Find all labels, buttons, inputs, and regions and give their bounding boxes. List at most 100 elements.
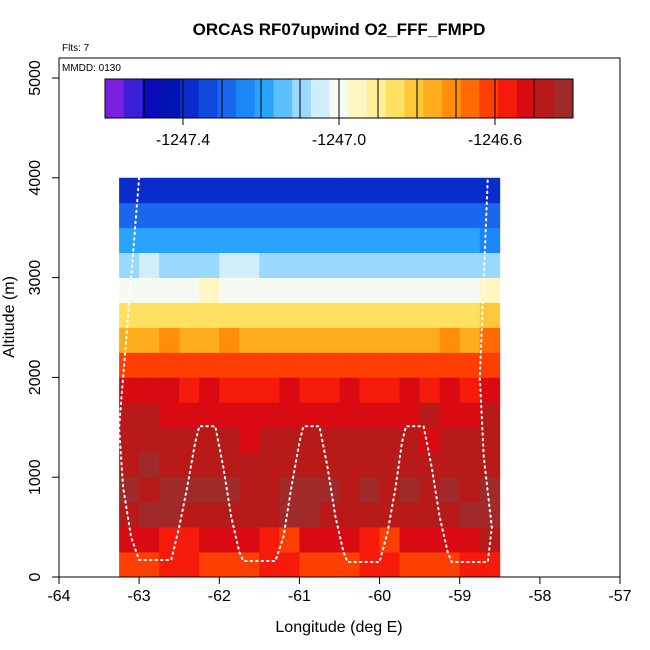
flights-note: Flts: 7	[62, 43, 90, 54]
heatmap-cell	[219, 202, 240, 229]
heatmap-cell	[199, 527, 220, 553]
heatmap-cell	[159, 202, 180, 229]
heatmap-cell	[199, 177, 220, 204]
colorbar-swatch	[179, 79, 199, 118]
heatmap-cell	[119, 352, 140, 378]
heatmap-cell	[219, 302, 240, 328]
heatmap-cell	[359, 302, 380, 328]
heatmap-cell	[439, 527, 461, 553]
heatmap-cell	[219, 477, 240, 503]
heatmap-cell	[259, 202, 280, 229]
heatmap-cell	[159, 552, 180, 578]
heatmap-cell	[359, 402, 380, 428]
heatmap-cell	[119, 252, 140, 278]
heatmap-cell	[439, 177, 461, 204]
heatmap-cell	[319, 277, 340, 303]
heatmap-cell	[119, 552, 140, 578]
heatmap-cell	[379, 302, 401, 328]
heatmap-cell	[219, 552, 240, 578]
colorbar-swatch	[198, 79, 218, 118]
heatmap-cell	[239, 427, 260, 453]
heatmap-cell	[479, 352, 501, 378]
heatmap-cell	[279, 552, 300, 578]
heatmap-cell	[239, 477, 260, 503]
heatmap-cell	[479, 177, 501, 204]
colorbar-swatch	[292, 79, 312, 118]
heatmap-cell	[239, 377, 260, 403]
heatmap-cell	[159, 427, 180, 453]
heatmap-cell	[119, 527, 140, 553]
heatmap-cell	[379, 327, 401, 353]
colorbar-swatch	[367, 79, 387, 118]
heatmap-cell	[179, 527, 200, 553]
heatmap-cell	[139, 427, 160, 453]
heatmap-cell	[479, 327, 501, 353]
heatmap-cell	[479, 402, 501, 428]
heatmap-cell	[119, 277, 140, 303]
colorbar-swatch	[423, 79, 443, 118]
heatmap-cell	[479, 427, 501, 453]
heatmap-cell	[359, 352, 380, 378]
flight-track	[118, 176, 493, 563]
heatmap-cell	[459, 502, 481, 528]
y-tick-label: 3000	[27, 260, 44, 296]
colorbar-tick-label: -1247.4	[156, 132, 210, 149]
heatmap-cell	[179, 477, 200, 503]
heatmap-cell	[239, 227, 260, 254]
heatmap-cell	[279, 252, 300, 278]
heatmap-cell	[339, 377, 360, 403]
x-tick-label: -61	[288, 588, 311, 605]
heatmap-cell	[159, 327, 180, 353]
heatmap-cell	[359, 252, 380, 278]
heatmap-cell	[299, 527, 320, 553]
heatmap-cell	[419, 227, 441, 254]
heatmap-cell	[339, 202, 360, 229]
heatmap-cell	[419, 452, 441, 478]
heatmap-cell	[259, 352, 280, 378]
heatmap-cell	[159, 377, 180, 403]
heatmap-cell	[339, 477, 360, 503]
heatmap-cell	[419, 252, 441, 278]
heatmap-cell	[359, 377, 380, 403]
heatmap-cell	[299, 352, 320, 378]
x-tick-label: -62	[208, 588, 231, 605]
heatmap-cell	[459, 352, 481, 378]
heatmap-cell	[259, 327, 280, 353]
heatmap-cell	[479, 377, 501, 403]
heatmap-cell	[279, 477, 300, 503]
heatmap-cell	[219, 277, 240, 303]
heatmap-cell	[239, 302, 260, 328]
heatmap-cell	[239, 527, 260, 553]
heatmap-cell	[119, 177, 140, 204]
colorbar-swatch	[217, 79, 237, 118]
heatmap-cell	[259, 277, 280, 303]
heatmap-cell	[219, 352, 240, 378]
colorbar-tick-labels: -1247.4 -1247.0 -1246.6	[156, 132, 522, 149]
heatmap-cell	[359, 177, 380, 204]
colorbar-tick-label: -1247.0	[312, 132, 366, 149]
heatmap-cell	[219, 402, 240, 428]
heatmap-cell	[419, 427, 441, 453]
heatmap-cell	[179, 302, 200, 328]
heatmap-cell	[379, 252, 401, 278]
heatmap-cell	[179, 402, 200, 428]
heatmap-cell	[319, 427, 340, 453]
heatmap-cell	[179, 252, 200, 278]
heatmap-cell	[119, 502, 140, 528]
heatmap-cell	[419, 352, 441, 378]
heatmap-cell	[459, 202, 481, 229]
heatmap-cell	[139, 277, 160, 303]
heatmap-cell	[339, 452, 360, 478]
heatmap-cell	[279, 402, 300, 428]
heatmap-cell	[219, 177, 240, 204]
heatmap-cell	[339, 277, 360, 303]
heatmap-cell	[319, 227, 340, 254]
x-tick-label: -57	[608, 588, 631, 605]
heatmap-cell	[319, 477, 340, 503]
heatmap-cell	[379, 352, 401, 378]
heatmap-cell	[139, 352, 160, 378]
colorbar-swatch	[105, 79, 125, 118]
heatmap-cell	[399, 452, 421, 478]
heatmap-cell	[279, 527, 300, 553]
heatmap-cell	[179, 227, 200, 254]
